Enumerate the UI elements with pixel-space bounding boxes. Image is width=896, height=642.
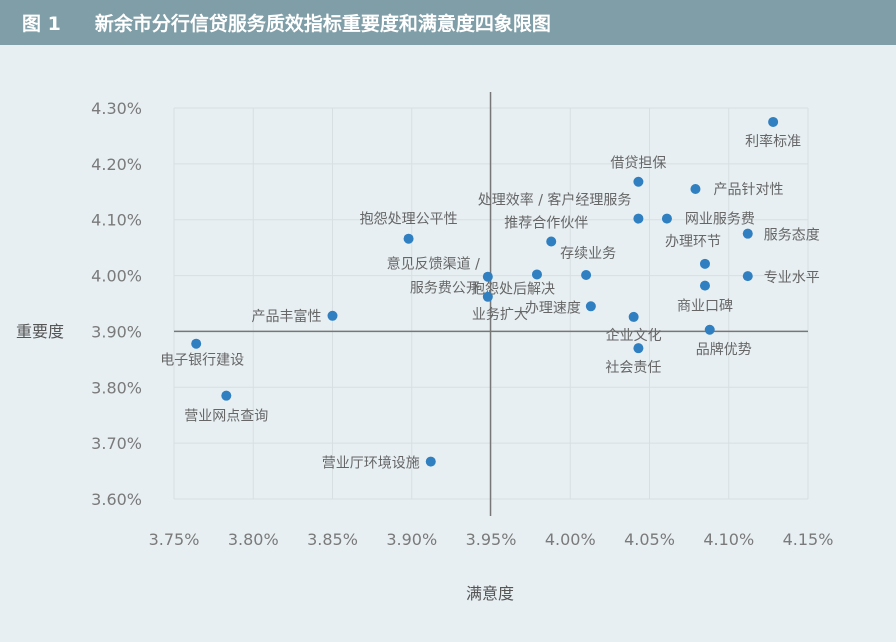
figure-header: 图 1 新余市分行信贷服务质效指标重要度和满意度四象限图 (0, 0, 896, 45)
point-label: 品牌优势 (696, 341, 752, 358)
data-point (482, 291, 493, 302)
data-point (661, 213, 672, 224)
x-tick-label: 4.00% (545, 530, 596, 549)
data-point (768, 116, 779, 127)
data-point (221, 390, 232, 401)
point-label: 企业文化 (606, 327, 662, 344)
point-label: 抱怨处后解决 (471, 281, 555, 297)
x-tick-label: 4.10% (703, 530, 754, 549)
quadrant-scatter-chart: 3.75% 3.80% 3.85% 3.90% 3.95% 4.00% 4.05% 4.10%… (16, 92, 833, 603)
data-point (699, 258, 710, 269)
y-tick-label: 4.20% (91, 155, 142, 174)
y-tick-label: 4.10% (91, 211, 142, 230)
x-tick-label: 4.15% (783, 530, 834, 549)
data-point (742, 228, 753, 239)
x-tick-label: 3.80% (228, 530, 279, 549)
data-point (581, 270, 592, 281)
point-label: 意见反馈渠道 /服务费公开 (387, 256, 480, 297)
data-point (633, 176, 644, 187)
point-label: 推荐合作伙伴 (504, 215, 588, 231)
point-label: 利率标准 (745, 133, 801, 150)
point-label: 服务态度 (764, 228, 820, 244)
point-label: 商业口碑 (677, 299, 733, 315)
data-point (425, 456, 436, 467)
data-point (628, 311, 639, 322)
y-axis-title: 重要度 (16, 322, 64, 341)
point-label: 抱怨处理公平性 (360, 212, 458, 228)
data-point (482, 271, 493, 282)
point-label: 处理效率 / 客户经理服务 (478, 192, 632, 209)
data-point (633, 343, 644, 354)
point-label: 网业服务费 (685, 212, 755, 228)
point-label: 营业网点查询 (184, 409, 268, 425)
data-point (546, 236, 557, 247)
data-point (531, 269, 542, 280)
x-tick-label: 3.90% (386, 530, 437, 549)
data-point (704, 324, 715, 335)
point-label: 产品针对性 (713, 182, 783, 198)
y-tick-label: 3.80% (91, 378, 142, 397)
y-tick-label: 3.60% (91, 490, 142, 509)
point-label: 借贷担保 (610, 156, 666, 172)
point-label: 业务扩大 (472, 307, 528, 323)
point-label: 办理环节 (665, 234, 721, 250)
data-point (633, 213, 644, 224)
data-point (403, 233, 414, 244)
quadrant-lines (174, 92, 808, 516)
data-point (585, 301, 596, 312)
data-point (690, 183, 701, 194)
y-tick-label: 3.70% (91, 434, 142, 453)
point-label: 办理速度 (525, 300, 581, 316)
point-label: 专业水平 (764, 270, 820, 286)
tick-layer: 3.75% 3.80% 3.85% 3.90% 3.95% 4.00% 4.05% 4.10%… (91, 99, 833, 549)
point-label: 产品丰富性 (252, 308, 322, 325)
figure-title: 新余市分行信贷服务质效指标重要度和满意度四象限图 (94, 13, 551, 35)
x-tick-label: 3.85% (307, 530, 358, 549)
data-point (191, 338, 202, 349)
data-point (327, 310, 338, 321)
x-tick-label: 3.75% (149, 530, 200, 549)
data-point (699, 280, 710, 291)
data-point (742, 271, 753, 282)
y-tick-label: 4.00% (91, 267, 142, 286)
x-axis-title: 满意度 (466, 584, 514, 603)
point-label: 营业厅环境设施 (322, 456, 420, 472)
x-tick-label: 3.95% (466, 530, 517, 549)
point-label: 社会责任 (605, 360, 661, 376)
x-tick-label: 4.05% (624, 530, 675, 549)
point-label: 存续业务 (560, 245, 616, 262)
y-tick-label: 3.90% (91, 322, 142, 341)
figure-label: 图 1 (22, 13, 61, 35)
y-tick-label: 4.30% (91, 99, 142, 118)
point-label: 电子银行建设 (160, 353, 244, 369)
